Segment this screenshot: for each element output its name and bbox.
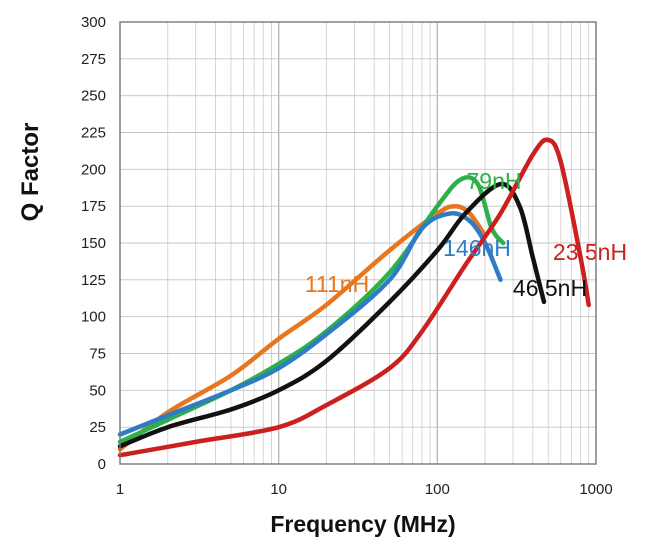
series-label: 111nH — [305, 271, 369, 297]
y-tick-label: 0 — [98, 456, 106, 473]
x-axis-ticks: 1 10 100 1000 — [116, 481, 613, 498]
y-tick-label: 200 — [81, 161, 106, 178]
y-tick-label: 175 — [81, 198, 106, 215]
x-tick-label: 1000 — [579, 481, 612, 498]
y-tick-label: 125 — [81, 272, 106, 289]
series-line — [117, 203, 488, 452]
series-line — [117, 211, 503, 437]
y-tick-label: 300 — [81, 14, 106, 31]
y-axis-label: Q Factor — [17, 123, 44, 222]
y-tick-label: 100 — [81, 309, 106, 326]
x-tick-label: 10 — [270, 481, 287, 498]
y-axis-ticks: 0 25 50 75 100 125 150 175 200 225 250 275 300 — [81, 14, 106, 473]
series-line — [117, 137, 591, 458]
y-tick-label: 75 — [89, 346, 106, 363]
y-tick-label: 250 — [81, 88, 106, 105]
y-tick-label: 50 — [89, 382, 106, 399]
x-axis-label: Frequency (MHz) — [270, 511, 455, 537]
series-label: 79nH — [467, 168, 522, 194]
y-tick-label: 150 — [81, 235, 106, 252]
series-line — [117, 181, 547, 449]
y-tick-label: 225 — [81, 125, 106, 142]
x-tick-label: 1 — [116, 481, 124, 498]
series-lines — [117, 137, 591, 458]
y-tick-label: 25 — [89, 419, 106, 436]
y-tick-label: 275 — [81, 51, 106, 68]
series-label: 146nH — [443, 235, 511, 261]
series-label: 46.5nH — [513, 275, 587, 301]
plot-border — [119, 21, 597, 465]
x-tick-label: 100 — [425, 481, 450, 498]
series-label: 23.5nH — [553, 239, 627, 265]
